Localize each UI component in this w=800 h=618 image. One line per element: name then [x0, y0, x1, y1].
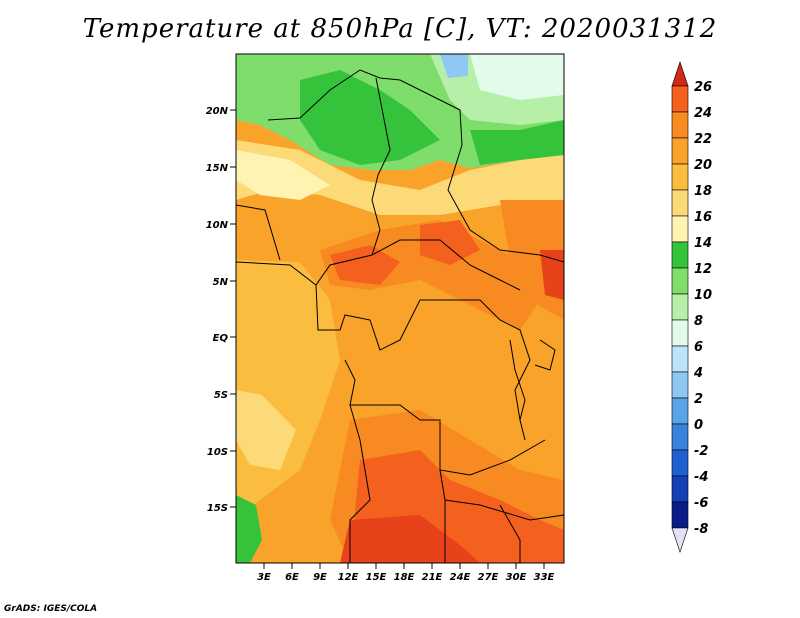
- colorbar-label: -6: [694, 496, 708, 511]
- colorbar-swatch: [671, 267, 689, 295]
- lat-tick-label: 15S: [207, 503, 228, 514]
- lat-tick-label: 15N: [206, 163, 229, 174]
- latitude-axis: 20N 15N 10N 5N EQ 5S 10S 15S: [206, 106, 236, 514]
- lat-tick-label: 20N: [206, 106, 229, 117]
- lat-tick-label: 5N: [213, 277, 229, 288]
- lat-tick-label: EQ: [213, 333, 229, 344]
- lon-tick-label: 15E: [366, 572, 387, 583]
- colorbar-swatch: [671, 397, 689, 425]
- country-borders: [236, 69, 564, 563]
- colorbar-swatch: [671, 371, 689, 399]
- colorbar-swatch: [671, 475, 689, 503]
- colorbar-label: 18: [694, 184, 712, 199]
- colorbar-label: -2: [694, 444, 708, 459]
- colorbar-label: 24: [694, 106, 712, 121]
- colorbar-label: 4: [693, 366, 703, 381]
- lon-tick-label: 21E: [422, 572, 443, 583]
- colorbar-swatch: [671, 85, 689, 113]
- colorbar-label: 22: [694, 132, 712, 147]
- colorbar-swatch: [671, 293, 689, 321]
- lon-tick-label: 24E: [450, 572, 471, 583]
- lat-tick-label: 10N: [206, 220, 229, 231]
- lon-tick-label: 18E: [394, 572, 415, 583]
- lon-tick-label: 6E: [285, 572, 299, 583]
- colorbar-swatch: [671, 319, 689, 347]
- colorbar-swatch: [671, 137, 689, 165]
- lon-tick-label: 27E: [478, 572, 499, 583]
- lon-tick-label: 30E: [506, 572, 527, 583]
- colorbar-swatch: [671, 111, 689, 139]
- colorbar-swatch: [671, 345, 689, 373]
- longitude-axis: 3E 6E 9E 12E 15E 18E 21E 24E 27E 30E 33E: [257, 563, 555, 583]
- colorbar-swatch: [671, 501, 689, 529]
- lon-tick-label: 12E: [338, 572, 359, 583]
- colorbar-label: 20: [694, 158, 712, 173]
- colorbar-bottom-arrow: [671, 527, 689, 553]
- map-title: Temperature at 850hPa [C], VT: 202003131…: [82, 14, 718, 44]
- colorbar-label: 14: [694, 236, 712, 251]
- lat-tick-label: 5S: [214, 390, 228, 401]
- colorbar-label: 6: [694, 340, 703, 355]
- lon-tick-label: 33E: [534, 572, 555, 583]
- colorbar-swatch: [671, 449, 689, 477]
- colorbar-label: -4: [694, 470, 708, 485]
- credit-label: GrADS: IGES/COLA: [4, 604, 98, 614]
- colorbar-label: 8: [694, 314, 703, 329]
- colorbar-label: 26: [694, 80, 712, 95]
- colorbar-top-arrow: [671, 61, 689, 87]
- map-frame: [235, 53, 565, 564]
- colorbar-swatch: [671, 215, 689, 243]
- lon-tick-label: 9E: [313, 572, 327, 583]
- colorbar-label: 0: [694, 418, 703, 433]
- colorbar-swatch: [671, 241, 689, 269]
- colorbar-label: 12: [694, 262, 712, 277]
- temperature-field: [236, 54, 564, 563]
- colorbar-label: 16: [694, 210, 712, 225]
- colorbar-swatch: [671, 423, 689, 451]
- colorbar-swatch: [671, 163, 689, 191]
- colorbar-swatch: [671, 189, 689, 217]
- lon-tick-label: 3E: [257, 572, 271, 583]
- colorbar-label: 10: [694, 288, 712, 303]
- colorbar-label: 2: [694, 392, 703, 407]
- lat-tick-label: 10S: [207, 447, 228, 458]
- colorbar-label: -8: [694, 522, 708, 537]
